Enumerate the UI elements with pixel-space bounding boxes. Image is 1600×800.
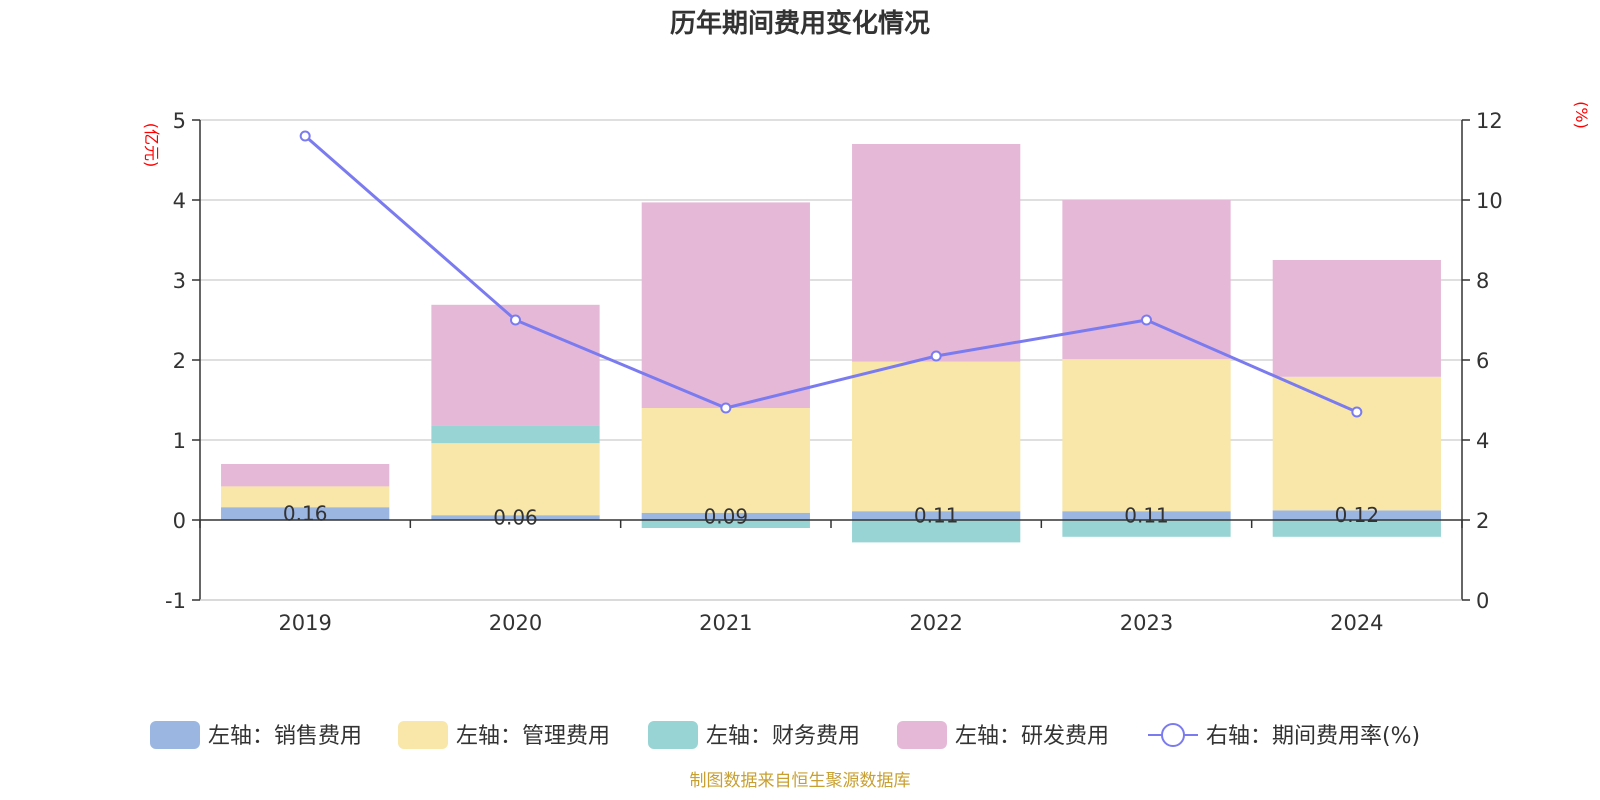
right-tick-label-6: 12	[1476, 109, 1503, 133]
bars	[221, 144, 1441, 543]
bar-2022-series-3	[852, 144, 1021, 362]
rate-line	[299, 130, 1363, 418]
bar-2023-series-2	[1062, 520, 1231, 537]
left-tick-label-5: 4	[173, 189, 186, 213]
right-tick-label-5: 10	[1476, 189, 1503, 213]
left-axis-unit: (亿元)	[142, 123, 161, 168]
chart-title: 历年期间费用变化情况	[670, 8, 930, 39]
rate-point-2021	[720, 402, 732, 414]
legend-label-3: 左轴：研发费用	[955, 724, 1109, 749]
rate-point-2020	[510, 314, 521, 326]
bar-2023-series-0	[1062, 511, 1231, 520]
data-label-2020: 0.06	[493, 506, 538, 530]
data-label-2022: 0.11	[914, 504, 959, 528]
bar-2024-series-1	[1272, 376, 1441, 511]
left-tick-label-2: 1	[173, 429, 186, 453]
category-label-2023: 2023	[1120, 611, 1173, 635]
legend-label-1: 左轴：管理费用	[456, 724, 610, 749]
legend-label-2: 左轴：财务费用	[706, 724, 860, 749]
category-label-2022: 2022	[909, 611, 962, 635]
legend-swatch-0	[150, 721, 200, 749]
bar-2023-series-1	[1062, 359, 1231, 512]
category-label-2024: 2024	[1330, 611, 1383, 635]
bar-2021-series-2	[641, 520, 810, 528]
right-axis-unit: (%)	[1572, 101, 1591, 129]
bar-2020-series-0	[431, 515, 600, 520]
legend-swatch-3	[897, 721, 947, 749]
bar-2023-series-3	[1062, 200, 1231, 360]
bar-2021-series-0	[641, 512, 810, 520]
bar-2019-series-1	[221, 486, 390, 508]
data-labels: 0.16 0.06 0.09 0.11 0.11 0.12	[283, 502, 1379, 530]
data-label-2024: 0.12	[1335, 503, 1380, 527]
bar-2024-series-3	[1272, 260, 1441, 377]
bar-2019-series-0	[221, 507, 390, 520]
right-tick-label-3: 6	[1476, 349, 1489, 373]
category-label-2020: 2020	[489, 611, 542, 635]
bar-2022-series-1	[852, 361, 1021, 512]
legend-swatch-1	[398, 721, 448, 749]
legend: 左轴：销售费用 左轴：管理费用 左轴：财务费用 左轴：研发费用 右轴：期间费用率(%)	[150, 721, 1420, 749]
bar-2024-series-0	[1272, 510, 1441, 520]
bar-2022-series-2	[852, 520, 1021, 543]
rate-point-2023	[1141, 314, 1152, 326]
bar-2024-series-2	[1272, 520, 1441, 537]
legend-label-4: 右轴：期间费用率(%)	[1206, 724, 1420, 749]
data-label-2021: 0.09	[704, 504, 749, 528]
right-tick-label-0: 0	[1476, 589, 1489, 613]
bar-2020-series-1	[431, 443, 600, 516]
source-note: 制图数据来自恒生聚源数据库	[690, 771, 911, 791]
bar-2021-series-3	[641, 202, 810, 408]
rate-point-2019	[299, 130, 311, 142]
right-tick-label-2: 4	[1476, 429, 1489, 453]
bar-2021-series-1	[641, 408, 810, 513]
left-tick-label-6: 5	[173, 109, 186, 133]
left-tick-label-3: 2	[173, 349, 186, 373]
left-tick-label-1: 0	[173, 509, 186, 533]
legend-swatch-2	[648, 721, 698, 749]
right-tick-label-1: 2	[1476, 509, 1489, 533]
category-label-2019: 2019	[278, 611, 331, 635]
rate-point-2022	[930, 350, 942, 362]
category-label-2021: 2021	[699, 611, 752, 635]
data-label-2023: 0.11	[1124, 504, 1169, 528]
legend-marker-4	[1161, 723, 1185, 747]
left-tick-label-0: -1	[165, 589, 186, 613]
bar-2022-series-0	[852, 511, 1021, 520]
legend-label-0: 左轴：销售费用	[208, 724, 362, 749]
bar-2020-series-2	[431, 425, 600, 444]
bar-2019-series-3	[221, 464, 390, 487]
left-tick-label-4: 3	[173, 269, 186, 293]
right-tick-label-4: 8	[1476, 269, 1489, 293]
rate-point-2024	[1351, 406, 1363, 418]
data-label-2019: 0.16	[283, 502, 328, 526]
rate-line-path	[304, 134, 1358, 414]
